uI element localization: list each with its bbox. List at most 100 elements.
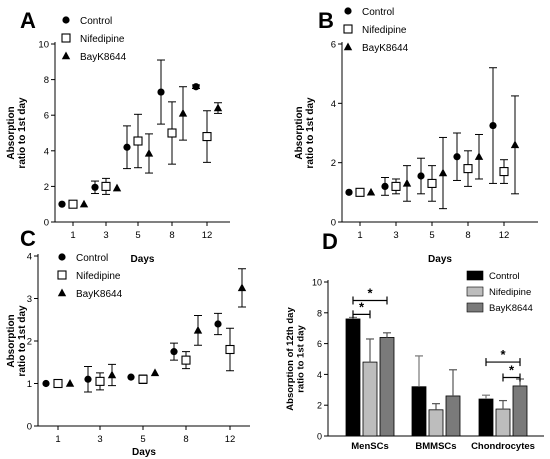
data-point xyxy=(202,132,212,142)
x-axis-title: Days xyxy=(131,254,155,265)
data-point xyxy=(391,181,401,191)
series-nifedipine xyxy=(362,338,511,437)
data-point xyxy=(489,121,497,130)
panel-letter: A xyxy=(20,8,36,33)
y-axis-title-line: ratio to 1st day xyxy=(17,97,28,169)
legend-marker-control xyxy=(344,7,352,15)
panel-d: D 0 2 4 6 8 10 Absorption of 12th dayratio to 1… xyxy=(285,229,544,452)
data-point xyxy=(438,168,448,177)
legend-marker-nifedipine xyxy=(61,33,71,43)
y-tick-label: 6 xyxy=(317,339,322,349)
legend-label-bayk8644: BayK8644 xyxy=(489,303,533,314)
y-axis-title-line: ratio to 1st day xyxy=(296,325,307,393)
panel-letter: B xyxy=(318,8,334,33)
x-tick-label: 3 xyxy=(97,434,102,445)
data-point xyxy=(157,88,165,96)
y-tick-label: 3 xyxy=(27,294,32,305)
y-tick-label: 6 xyxy=(44,111,49,122)
data-point xyxy=(453,153,461,161)
y-axis-title: Absorptionratio to 1st day xyxy=(294,97,316,169)
data-point xyxy=(181,355,191,365)
data-point xyxy=(463,164,473,174)
significance-label: * xyxy=(500,347,506,362)
y-tick-label: 2 xyxy=(317,401,322,411)
data-point xyxy=(79,199,89,208)
bar xyxy=(445,395,461,437)
y-tick-label: 8 xyxy=(44,75,49,86)
y-tick-label: 0 xyxy=(44,218,49,229)
legend-marker-nifedipine xyxy=(57,270,67,280)
series-nifedipine xyxy=(53,327,235,391)
legend-marker-bayk8644 xyxy=(57,288,67,297)
x-tick-label: 3 xyxy=(393,230,398,241)
series-bayk8644 xyxy=(366,95,520,210)
y-tick-label: 8 xyxy=(317,308,322,318)
series-nifedipine xyxy=(68,101,212,209)
legend-marker-control xyxy=(58,253,66,261)
x-tick-label: 5 xyxy=(429,230,434,241)
data-point xyxy=(381,182,389,190)
legend-label-nifedipine: Nifedipine xyxy=(489,287,531,298)
data-point xyxy=(167,128,177,138)
data-point xyxy=(91,183,99,191)
x-tick-label: 3 xyxy=(103,230,108,241)
legend-label-control: Control xyxy=(76,253,108,264)
legend-marker-nifedipine xyxy=(343,24,353,34)
y-axis-title: Absorptionratio to 1st day xyxy=(6,97,28,169)
significance-bracket: * xyxy=(352,299,371,319)
data-point xyxy=(144,148,154,157)
y-tick-label: 10 xyxy=(38,40,49,51)
bar xyxy=(495,408,511,437)
series-control xyxy=(345,316,494,437)
y-axis-title-line: Absorption xyxy=(6,314,17,367)
data-point xyxy=(178,108,188,117)
data-point xyxy=(213,103,223,112)
y-tick-label: 4 xyxy=(331,99,336,110)
y-tick-label: 2 xyxy=(44,182,49,193)
series-bayk8644 xyxy=(79,86,223,208)
legend-label-bayk8644: BayK8644 xyxy=(76,289,123,300)
data-point xyxy=(112,183,122,192)
legend-label-bayk8644: BayK8644 xyxy=(80,52,127,63)
y-tick-label: 0 xyxy=(331,218,336,229)
data-point xyxy=(127,373,135,381)
x-tick-label: 1 xyxy=(55,434,60,445)
bar xyxy=(345,318,361,437)
data-point xyxy=(510,140,520,149)
y-tick-label: 10 xyxy=(312,278,322,288)
data-point xyxy=(84,375,92,383)
x-tick-label: 12 xyxy=(499,230,510,241)
x-tick-label: 5 xyxy=(140,434,145,445)
bar xyxy=(379,337,395,437)
series-bayk8644 xyxy=(379,332,528,437)
significance-label: * xyxy=(367,285,373,300)
x-axis-title: Days xyxy=(428,254,452,265)
data-point xyxy=(170,348,178,356)
y-tick-label: 0 xyxy=(27,422,32,433)
legend-label-nifedipine: Nifedipine xyxy=(362,25,407,36)
legend-label-control: Control xyxy=(362,7,394,18)
x-tick-label: Chondrocytes xyxy=(471,441,535,452)
y-axis-title-line: ratio to 1st day xyxy=(305,97,316,169)
data-point xyxy=(499,167,509,177)
y-tick-label: 1 xyxy=(27,379,32,390)
data-point xyxy=(345,188,353,196)
data-point xyxy=(237,283,247,292)
panel-b: B 0 2 4 6 1 3 5 8 12 Days Absorptionratio to 1st da… xyxy=(294,7,538,265)
data-point xyxy=(95,376,105,386)
significance-bracket: * xyxy=(352,285,388,305)
bar xyxy=(428,409,444,437)
y-tick-label: 2 xyxy=(331,158,336,169)
y-tick-label: 4 xyxy=(27,252,32,263)
x-tick-label: 12 xyxy=(225,434,236,445)
y-tick-label: 2 xyxy=(27,337,32,348)
y-axis-title: Absorptionratio to 1st day xyxy=(6,305,28,377)
significance-bracket: * xyxy=(485,347,521,367)
data-point xyxy=(42,379,50,388)
data-point xyxy=(192,83,200,91)
y-axis-title: Absorption of 12th dayratio to 1st day xyxy=(285,307,307,411)
significance-label: * xyxy=(359,299,365,314)
legend-marker-bayk8644 xyxy=(343,42,353,51)
legend-label-nifedipine: Nifedipine xyxy=(80,34,125,45)
